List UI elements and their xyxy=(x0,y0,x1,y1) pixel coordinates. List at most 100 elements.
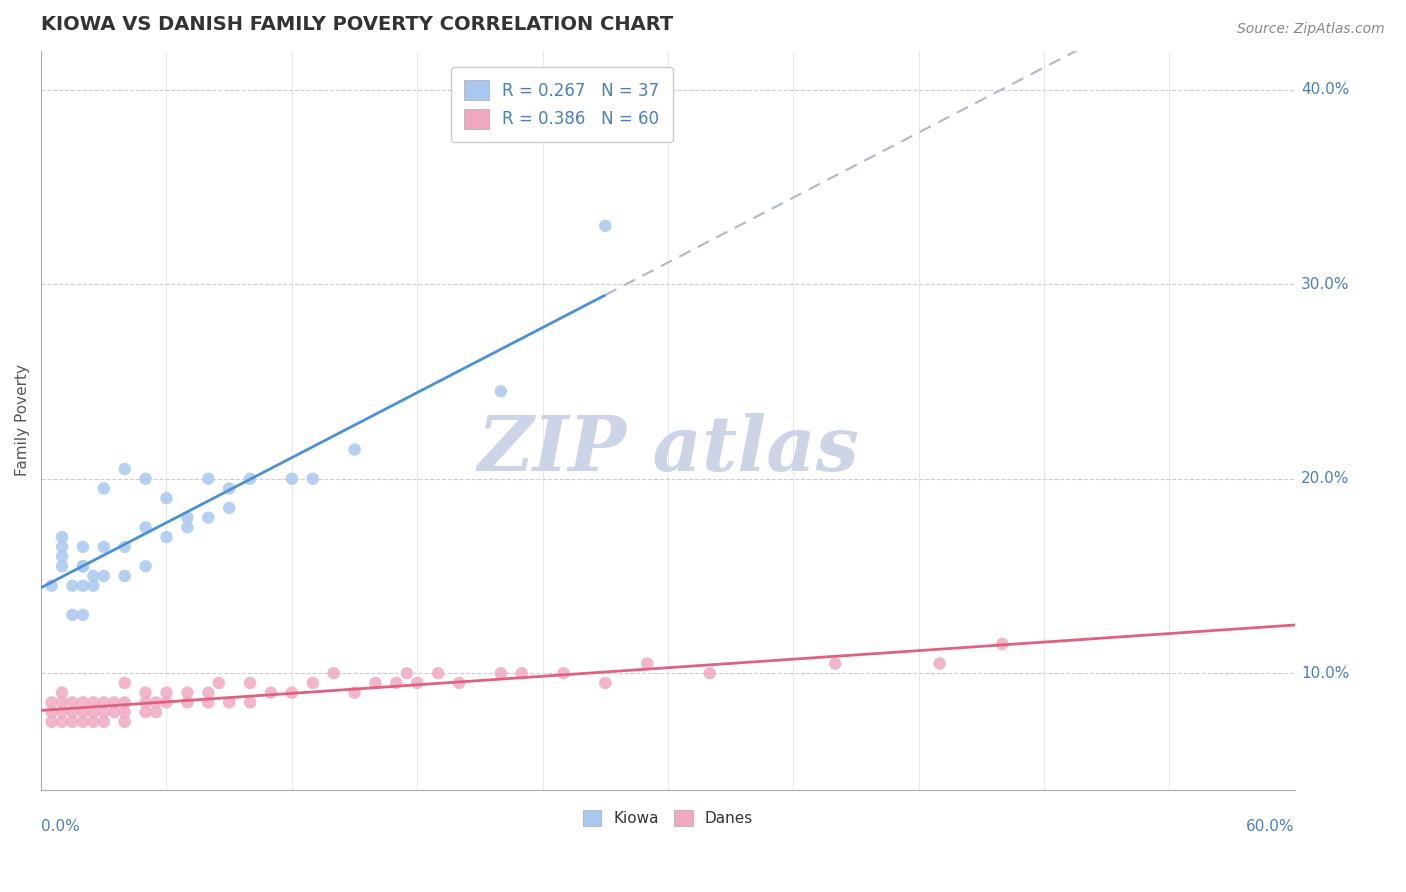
Point xyxy=(343,686,366,700)
Point xyxy=(197,695,219,709)
Point xyxy=(72,705,94,719)
Point xyxy=(62,607,84,622)
Point xyxy=(218,482,240,496)
Point xyxy=(636,657,658,671)
Point xyxy=(82,569,104,583)
Point xyxy=(155,491,177,505)
Point xyxy=(135,695,157,709)
Point xyxy=(595,676,617,690)
Point xyxy=(41,695,63,709)
Point xyxy=(93,569,115,583)
Point xyxy=(51,540,73,554)
Text: 10.0%: 10.0% xyxy=(1301,665,1350,681)
Point xyxy=(239,695,262,709)
Point xyxy=(197,510,219,524)
Point xyxy=(281,472,304,486)
Point xyxy=(114,705,136,719)
Point xyxy=(155,530,177,544)
Point xyxy=(281,686,304,700)
Text: 40.0%: 40.0% xyxy=(1301,82,1350,97)
Point xyxy=(93,540,115,554)
Point xyxy=(176,520,198,534)
Point xyxy=(176,695,198,709)
Point xyxy=(114,569,136,583)
Point xyxy=(72,695,94,709)
Point xyxy=(176,510,198,524)
Point xyxy=(51,549,73,564)
Point xyxy=(72,714,94,729)
Y-axis label: Family Poverty: Family Poverty xyxy=(15,364,30,476)
Point xyxy=(93,705,115,719)
Point xyxy=(928,657,950,671)
Point xyxy=(51,695,73,709)
Point xyxy=(51,559,73,574)
Point xyxy=(176,686,198,700)
Point xyxy=(991,637,1014,651)
Point xyxy=(322,666,344,681)
Point xyxy=(135,559,157,574)
Point xyxy=(208,676,231,690)
Point xyxy=(135,472,157,486)
Point xyxy=(260,686,283,700)
Point xyxy=(135,686,157,700)
Point xyxy=(62,579,84,593)
Point xyxy=(427,666,450,681)
Point xyxy=(72,559,94,574)
Point xyxy=(197,686,219,700)
Point xyxy=(553,666,575,681)
Point xyxy=(447,676,470,690)
Text: Source: ZipAtlas.com: Source: ZipAtlas.com xyxy=(1237,22,1385,37)
Point xyxy=(343,442,366,457)
Point xyxy=(510,666,533,681)
Point xyxy=(93,695,115,709)
Point xyxy=(135,705,157,719)
Point xyxy=(72,607,94,622)
Point xyxy=(114,462,136,476)
Point xyxy=(62,695,84,709)
Text: ZIP atlas: ZIP atlas xyxy=(477,413,859,487)
Point xyxy=(364,676,387,690)
Point xyxy=(824,657,846,671)
Text: 60.0%: 60.0% xyxy=(1246,820,1295,835)
Point xyxy=(51,530,73,544)
Point xyxy=(197,472,219,486)
Text: KIOWA VS DANISH FAMILY POVERTY CORRELATION CHART: KIOWA VS DANISH FAMILY POVERTY CORRELATI… xyxy=(41,15,673,34)
Text: 30.0%: 30.0% xyxy=(1301,277,1350,292)
Point xyxy=(114,714,136,729)
Point xyxy=(218,695,240,709)
Point xyxy=(489,666,512,681)
Point xyxy=(82,714,104,729)
Point xyxy=(699,666,721,681)
Point xyxy=(103,695,125,709)
Point xyxy=(51,705,73,719)
Point xyxy=(93,482,115,496)
Point xyxy=(82,705,104,719)
Point xyxy=(145,695,167,709)
Point xyxy=(489,384,512,399)
Point xyxy=(103,705,125,719)
Point xyxy=(114,695,136,709)
Point xyxy=(72,579,94,593)
Point xyxy=(145,705,167,719)
Point xyxy=(135,520,157,534)
Point xyxy=(301,676,323,690)
Point xyxy=(72,540,94,554)
Point xyxy=(51,714,73,729)
Point xyxy=(62,705,84,719)
Point xyxy=(239,472,262,486)
Point xyxy=(218,500,240,515)
Point xyxy=(51,686,73,700)
Point xyxy=(395,666,418,681)
Point xyxy=(41,714,63,729)
Point xyxy=(82,695,104,709)
Point xyxy=(72,559,94,574)
Point xyxy=(41,579,63,593)
Legend: Kiowa, Danes: Kiowa, Danes xyxy=(575,803,761,834)
Point xyxy=(406,676,429,690)
Point xyxy=(301,472,323,486)
Point xyxy=(239,676,262,690)
Point xyxy=(82,579,104,593)
Point xyxy=(41,705,63,719)
Point xyxy=(62,714,84,729)
Text: 20.0%: 20.0% xyxy=(1301,471,1350,486)
